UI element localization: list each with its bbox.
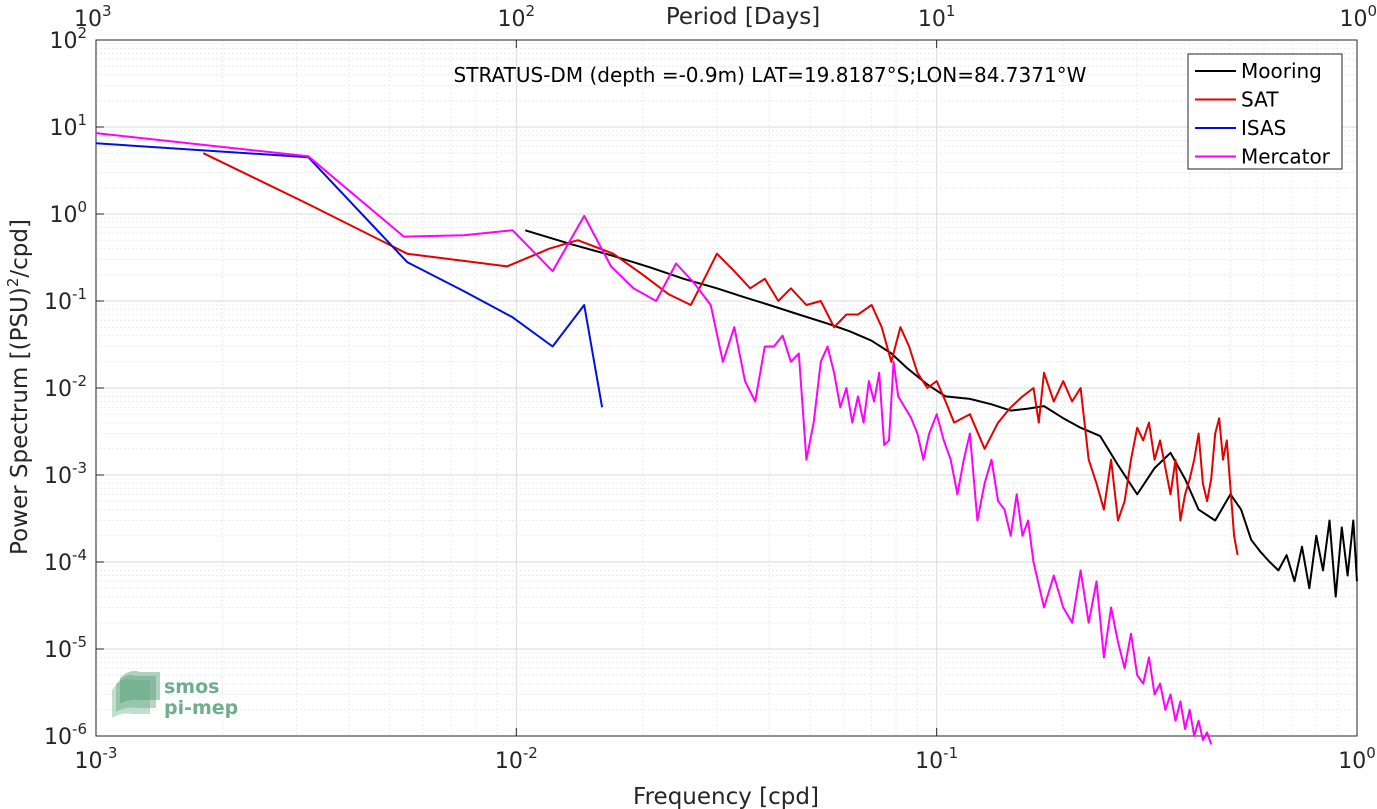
x-tick-label: 10-2 [495, 744, 538, 774]
top-tick-label-exp: 2 [526, 2, 536, 20]
y-tick-label-base: 10 [44, 377, 72, 402]
chart-title: STRATUS-DM (depth =-0.9m) LAT=19.8187°S;… [454, 63, 1087, 87]
top-tick-label: 100 [1339, 2, 1377, 32]
y-tick-label: 10-5 [44, 633, 87, 663]
top-axis-label: Period [Days] [666, 4, 820, 30]
y-tick-label-exp: 0 [77, 198, 87, 216]
top-tick-label-exp: 3 [102, 2, 112, 20]
legend-label-isas: ISAS [1241, 116, 1286, 140]
y-tick-label-base: 10 [44, 638, 72, 663]
y-tick-label-exp: -1 [72, 285, 87, 303]
y-tick-label-base: 10 [44, 725, 72, 750]
y-axis-label-tail: /cpd] [7, 219, 33, 278]
x-tick-label-exp: -3 [103, 744, 118, 762]
x-tick-label-base: 10 [495, 749, 523, 774]
x-tick-label-exp: -2 [523, 744, 538, 762]
y-tick-label-base: 10 [44, 290, 72, 315]
y-tick-label-base: 10 [44, 464, 72, 489]
top-tick-label: 101 [918, 2, 956, 32]
y-tick-label-exp: -6 [72, 720, 87, 738]
logo-text-smos: smos [164, 676, 219, 698]
y-tick-label: 10-6 [44, 720, 87, 750]
y-tick-label: 10-2 [44, 372, 87, 402]
y-tick-label: 10-1 [44, 285, 87, 315]
y-tick-label: 10-3 [44, 459, 87, 489]
y-tick-label-exp: 1 [77, 111, 87, 129]
y-tick-label-base: 10 [49, 203, 77, 228]
x-tick-label-base: 10 [75, 749, 103, 774]
series-line-mooring [524, 229, 1358, 598]
y-tick-label-base: 10 [44, 551, 72, 576]
series-line-isas [95, 142, 604, 408]
logo-text-pi-mep: pi-mep [164, 697, 238, 719]
top-tick-label: 103 [74, 2, 112, 32]
y-tick-label: 10-4 [44, 546, 87, 576]
x-tick-label: 10-1 [915, 744, 958, 774]
x-tick-label-exp: 0 [1366, 744, 1376, 762]
top-tick-label-base: 10 [918, 7, 946, 32]
smos-pi-mep-logo: smos pi-mep [112, 670, 238, 719]
legend-label-mooring: Mooring [1241, 59, 1322, 83]
y-axis-label: Power Spectrum [(PSU)2/cpd] [4, 219, 33, 555]
y-tick-label: 102 [49, 24, 87, 54]
y-tick-label-exp: -5 [72, 633, 87, 651]
x-tick-label: 100 [1338, 744, 1376, 774]
y-axis-label-sup: 2 [4, 278, 22, 288]
series-line-sat [202, 152, 1239, 556]
logo-wave-icon [112, 670, 160, 718]
top-tick-label-exp: 1 [946, 2, 956, 20]
y-tick-label-base: 10 [49, 29, 77, 54]
grid [95, 40, 1357, 737]
x-tick-label-base: 10 [1338, 749, 1366, 774]
top-tick-label-base: 10 [1339, 7, 1367, 32]
y-tick-label-base: 10 [49, 116, 77, 141]
x-tick-label-base: 10 [915, 749, 943, 774]
x-tick-label: 10-3 [75, 744, 118, 774]
y-axis-label-main: Power Spectrum [(PSU) [7, 287, 33, 555]
series-line-mercator [95, 132, 1213, 745]
series-layer [95, 132, 1358, 745]
top-tick-label-base: 10 [74, 7, 102, 32]
x-axis-label: Frequency [cpd] [633, 784, 819, 809]
legend: Mooring SAT ISAS Mercator [1187, 53, 1343, 170]
top-tick-label-base: 10 [498, 7, 526, 32]
y-tick-label-exp: 2 [77, 24, 87, 42]
y-tick-label-exp: -3 [72, 459, 87, 477]
legend-label-mercator: Mercator [1241, 145, 1331, 169]
y-tick-label: 101 [49, 111, 87, 141]
legend-box [1187, 53, 1343, 170]
y-tick-label-exp: -2 [72, 372, 87, 390]
top-tick-label-exp: 0 [1367, 2, 1377, 20]
top-tick-label: 102 [498, 2, 536, 32]
y-tick-label-exp: -4 [72, 546, 87, 564]
legend-label-sat: SAT [1241, 88, 1279, 112]
x-tick-label-exp: -1 [943, 744, 958, 762]
y-tick-label: 100 [49, 198, 87, 228]
